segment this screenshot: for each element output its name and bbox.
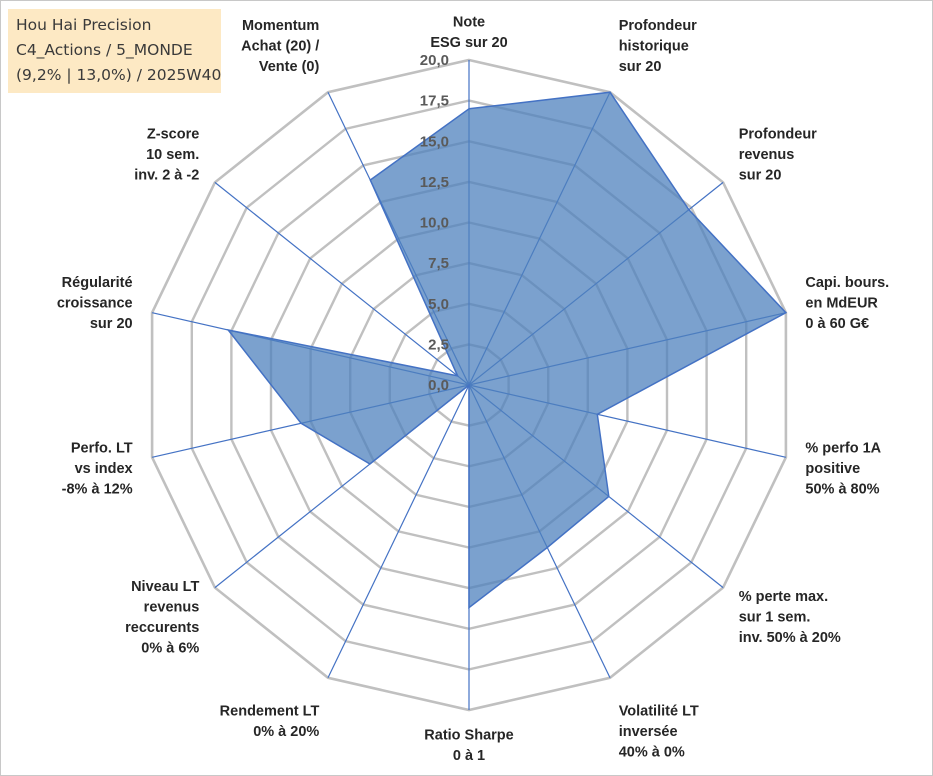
axis-label: inv. 2 à -2: [134, 167, 199, 183]
axis-label: positive: [805, 461, 860, 477]
axis-label: revenus: [144, 599, 200, 615]
axis-label: en MdEUR: [805, 296, 878, 312]
axis-label: sur 1 sem.: [739, 610, 811, 626]
axis-label: ESG sur 20: [430, 35, 507, 51]
axis-label: historique: [619, 39, 689, 55]
axis-label: Niveau LT: [131, 579, 199, 595]
axis-label: Profondeur: [739, 126, 817, 142]
axis-label-group: Perfo. LT vs index -8% à 12%: [62, 440, 133, 497]
tick-label: 10,0: [420, 215, 449, 232]
tick-label: 7,5: [428, 255, 449, 272]
axis-label: % perte max.: [739, 589, 828, 605]
axis-label: 40% à 0%: [619, 744, 685, 760]
tick-layer: 0,0 2,5 5,0 7,5 10,0 12,5 15,0 17,5 20,0: [420, 52, 449, 394]
axis-label: -8% à 12%: [62, 481, 133, 497]
axis-label: 0 à 1: [453, 748, 485, 764]
series-area: [226, 91, 788, 610]
axis-label-group: Profondeur revenus sur 20: [739, 126, 817, 183]
series-layer: [226, 91, 788, 610]
axis-label: Rendement LT: [220, 703, 320, 719]
info-box: Hou Hai Precision C4_Actions / 5_MONDE (…: [8, 9, 221, 93]
axis-label-group: Capi. bours. en MdEUR 0 à 60 G€: [805, 275, 889, 332]
axis-label-group: Profondeur historique sur 20: [619, 18, 697, 75]
tick-label: 12,5: [420, 174, 449, 191]
axis-label: 50% à 80%: [805, 481, 879, 497]
axis-label-group: Z-score 10 sem. inv. 2 à -2: [134, 126, 199, 183]
axis-label: 0% à 6%: [141, 640, 199, 656]
axis-label: Volatilité LT: [619, 703, 699, 719]
axis-label-group: Momentum Achat (20) / Vente (0): [241, 18, 319, 75]
axis-label: 10 sem.: [146, 147, 199, 163]
axis-label-group: Rendement LT 0% à 20%: [220, 703, 320, 740]
axis-label: revenus: [739, 147, 795, 163]
axis-label: sur 20: [90, 316, 133, 332]
axis-label: Momentum: [242, 18, 319, 34]
axis-label: Vente (0): [259, 59, 320, 75]
axis-label-layer: Note ESG sur 20 Profondeur historique sur 20…: [57, 15, 889, 765]
axis-label: Perfo. LT: [71, 440, 133, 456]
axis-label: sur 20: [619, 59, 662, 75]
axis-label: Profondeur: [619, 18, 697, 34]
axis-label-group: Volatilité LT inversée 40% à 0%: [619, 703, 699, 760]
axis-label-group: Ratio Sharpe 0 à 1: [424, 728, 513, 765]
tick-label: 17,5: [420, 93, 449, 110]
axis-label: sur 20: [739, 167, 782, 183]
axis-label-group: Régularité croissance sur 20: [57, 275, 133, 332]
axis-label-group: Note ESG sur 20: [430, 15, 507, 52]
axis-label: Z-score: [147, 126, 199, 142]
info-category: C4_Actions / 5_MONDE: [16, 41, 193, 59]
axis-label: Achat (20) /: [241, 39, 319, 55]
axis-label: vs index: [75, 461, 133, 477]
axis-label: inversée: [619, 724, 678, 740]
axis-label: Capi. bours.: [805, 275, 889, 291]
info-title: Hou Hai Precision: [16, 16, 152, 34]
axis-label: reccurents: [125, 620, 199, 636]
tick-label: 2,5: [428, 336, 449, 353]
axis-label: Note: [453, 15, 485, 31]
info-performance: (9,2% | 13,0%) / 2025W40: [16, 66, 222, 84]
axis-label: % perfo 1A: [805, 440, 881, 456]
axis-label: 0% à 20%: [253, 724, 319, 740]
axis-spoke: [214, 181, 470, 386]
tick-label: 15,0: [420, 133, 449, 150]
axis-label: 0 à 60 G€: [805, 316, 869, 332]
tick-label: 0,0: [428, 377, 449, 394]
axis-label-group: % perte max. sur 1 sem. inv. 50% à 20%: [739, 589, 841, 646]
tick-label: 5,0: [428, 296, 449, 313]
axis-label-group: Niveau LT revenus reccurents 0% à 6%: [125, 579, 199, 657]
axis-label: inv. 50% à 20%: [739, 630, 841, 646]
axis-label: Régularité: [62, 275, 133, 291]
tick-label: 20,0: [420, 52, 449, 69]
axis-label: croissance: [57, 296, 133, 312]
axis-label-group: % perfo 1A positive 50% à 80%: [805, 440, 881, 497]
axis-spoke: [327, 384, 470, 679]
axis-label: Ratio Sharpe: [424, 728, 513, 744]
